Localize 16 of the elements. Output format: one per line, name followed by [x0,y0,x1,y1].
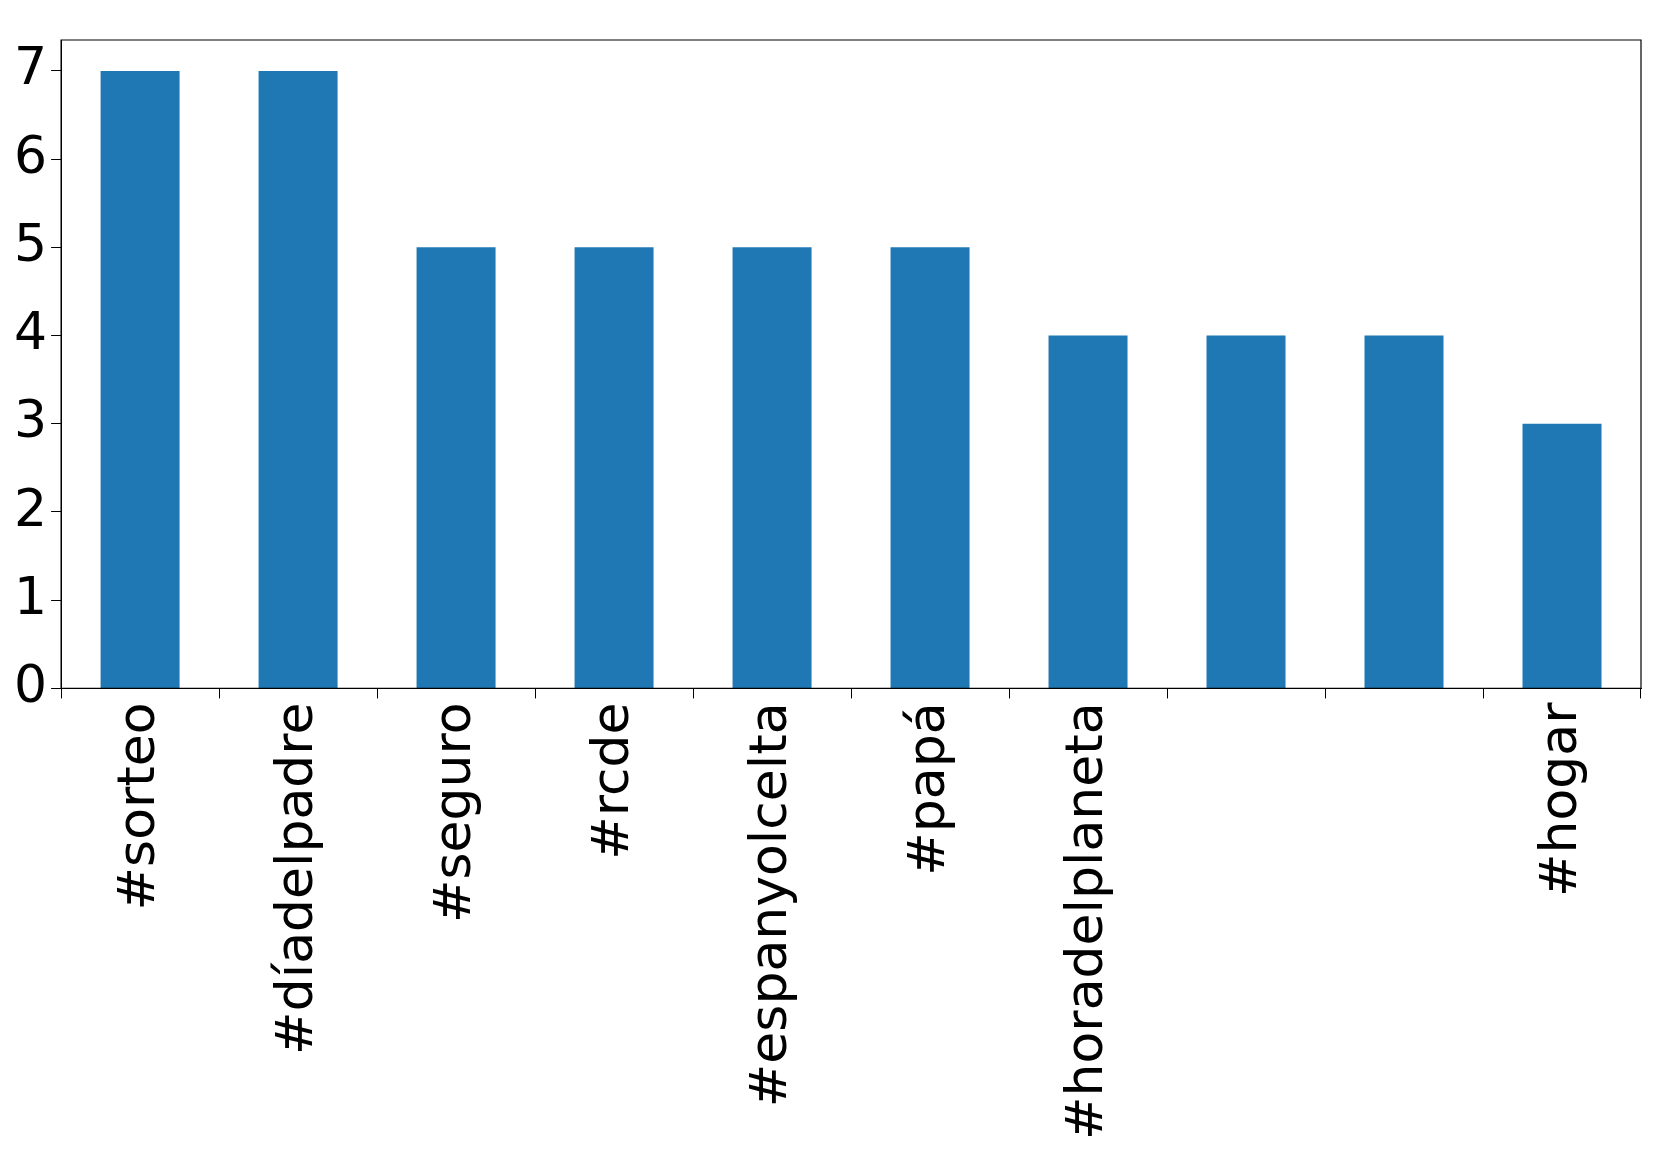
y-tick-label: 6 [13,124,48,185]
x-tick-label: #sorteo [105,702,166,911]
y-tick-label: 2 [13,477,48,538]
y-tick-label: 7 [13,36,48,97]
y-tick-label: 4 [13,301,48,362]
y-tick-label: 3 [13,389,48,450]
x-tick-label: #seguro [421,702,482,924]
y-tick-label: 1 [13,565,48,626]
y-tick-label: 5 [13,212,48,273]
x-tick-label: #hogar [1527,701,1588,898]
y-tick-label: 0 [13,653,48,714]
x-tick-label: #rcde [579,702,640,860]
x-tick-label: #díadelpadre [263,702,324,1055]
x-tick-label: #horadelplaneta [1053,702,1114,1141]
x-tick-label: #papá [895,702,956,876]
x-tick-label: #espanyolcelta [737,702,798,1108]
